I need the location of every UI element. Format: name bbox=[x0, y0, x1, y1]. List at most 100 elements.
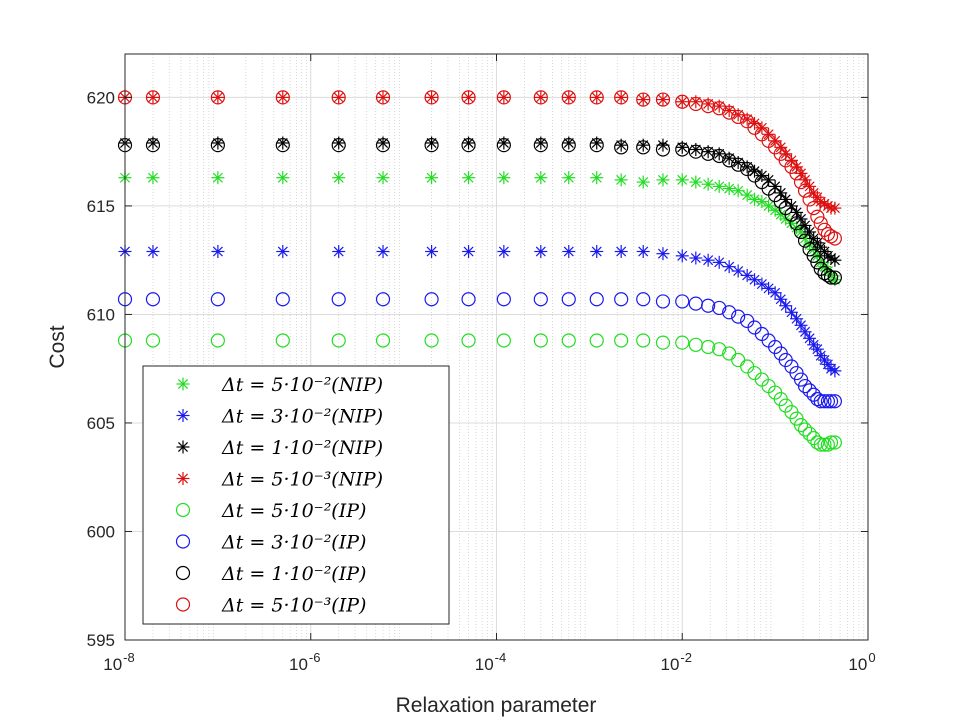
data-point-star bbox=[534, 171, 548, 185]
data-point-star bbox=[462, 171, 476, 185]
data-point-circle bbox=[636, 140, 651, 155]
data-point-star bbox=[590, 90, 604, 104]
data-point-circle bbox=[561, 90, 576, 105]
data-point-circle bbox=[614, 333, 629, 348]
data-point-star bbox=[675, 173, 689, 187]
data-point-circle bbox=[701, 298, 716, 313]
data-point-circle bbox=[655, 294, 671, 309]
data-point-star bbox=[146, 90, 160, 104]
data-point-circle bbox=[533, 90, 548, 105]
data-point-circle bbox=[636, 92, 651, 107]
data-point-star bbox=[828, 364, 842, 378]
series-6 bbox=[117, 138, 842, 285]
data-point-circle bbox=[712, 342, 727, 357]
legend-label: Δt = 3·10⁻²(IP) bbox=[221, 532, 366, 554]
data-point-circle bbox=[712, 101, 727, 116]
y-tick-label: 600 bbox=[87, 522, 115, 541]
data-point-circle bbox=[424, 138, 439, 153]
data-point-circle bbox=[614, 90, 629, 105]
data-point-circle bbox=[675, 294, 690, 309]
x-tick-exponent: -8 bbox=[123, 650, 135, 665]
data-point-star bbox=[636, 138, 650, 152]
data-point-star bbox=[332, 90, 346, 104]
data-point-circle bbox=[461, 292, 476, 307]
data-point-circle bbox=[817, 437, 832, 452]
data-point-circle bbox=[533, 292, 548, 307]
data-point-circle bbox=[210, 138, 225, 153]
data-point-circle bbox=[817, 394, 832, 409]
data-point-circle bbox=[675, 335, 690, 350]
data-point-circle bbox=[793, 174, 809, 190]
data-marks bbox=[117, 90, 842, 452]
data-point-star bbox=[614, 90, 628, 104]
data-point-circle bbox=[827, 231, 842, 246]
legend-marker-circle bbox=[175, 534, 191, 549]
data-point-circle bbox=[823, 229, 839, 244]
data-point-circle bbox=[375, 90, 391, 105]
legend-marker-star bbox=[176, 377, 190, 391]
legend-box bbox=[142, 365, 450, 625]
legend-entry: Δt = 5·10⁻²(NIP) bbox=[176, 374, 383, 396]
data-point-circle bbox=[712, 148, 727, 164]
data-point-circle bbox=[589, 292, 604, 307]
data-point-circle bbox=[461, 138, 476, 153]
data-point-star bbox=[701, 177, 715, 191]
data-point-star bbox=[636, 245, 650, 259]
data-point-circle bbox=[675, 94, 690, 109]
data-point-star bbox=[376, 171, 390, 185]
data-point-star bbox=[534, 245, 548, 259]
legend-label: Δt = 5·10⁻²(NIP) bbox=[221, 374, 383, 396]
data-point-circle bbox=[712, 300, 727, 316]
data-point-star bbox=[425, 90, 439, 104]
data-point-circle bbox=[424, 90, 439, 105]
data-point-star bbox=[534, 90, 548, 104]
data-point-star bbox=[722, 182, 736, 196]
data-point-circle bbox=[810, 209, 825, 224]
data-point-star bbox=[712, 179, 726, 193]
data-point-star bbox=[824, 362, 838, 376]
data-point-circle bbox=[731, 109, 746, 125]
data-point-circle bbox=[145, 333, 161, 348]
data-point-circle bbox=[424, 292, 439, 307]
y-tick-label: 615 bbox=[87, 197, 115, 216]
legend-label: Δt = 1·10⁻²(NIP) bbox=[221, 437, 383, 459]
data-point-star bbox=[614, 173, 628, 187]
data-point-circle bbox=[820, 437, 835, 452]
series-5 bbox=[117, 292, 842, 409]
data-point-circle bbox=[820, 227, 835, 242]
data-point-circle bbox=[561, 138, 576, 153]
data-point-star bbox=[332, 245, 346, 259]
data-point-star bbox=[562, 171, 576, 185]
data-point-star bbox=[824, 251, 838, 265]
data-point-star bbox=[276, 171, 290, 185]
data-point-circle bbox=[331, 90, 346, 105]
data-point-circle bbox=[793, 418, 809, 433]
data-point-circle bbox=[722, 153, 737, 168]
data-point-circle bbox=[797, 378, 813, 394]
data-point-star bbox=[755, 195, 769, 209]
legend-label: Δt = 3·10⁻²(NIP) bbox=[221, 406, 383, 428]
x-tick-exponent: -6 bbox=[309, 650, 321, 665]
y-tick-label: 605 bbox=[87, 414, 115, 433]
data-point-circle bbox=[461, 90, 476, 105]
data-point-star bbox=[748, 192, 762, 206]
legend-label: Δt = 1·10⁻²(IP) bbox=[221, 563, 366, 585]
data-point-circle bbox=[701, 98, 716, 114]
data-point-circle bbox=[533, 138, 548, 153]
data-point-star bbox=[794, 318, 808, 332]
data-point-circle bbox=[210, 333, 225, 348]
series-1 bbox=[118, 245, 842, 378]
data-point-circle bbox=[561, 333, 576, 348]
legend-marker-star bbox=[176, 409, 190, 422]
legend-marker-star bbox=[176, 440, 190, 454]
data-point-circle bbox=[614, 292, 629, 307]
data-point-circle bbox=[275, 90, 290, 105]
data-point-star bbox=[828, 201, 842, 215]
data-point-circle bbox=[655, 92, 671, 107]
legend-entry: Δt = 1·10⁻²(NIP) bbox=[176, 437, 383, 459]
data-point-circle bbox=[210, 90, 225, 105]
data-point-circle bbox=[589, 333, 604, 348]
legend-entry: Δt = 3·10⁻²(IP) bbox=[175, 532, 366, 554]
data-point-circle bbox=[820, 268, 835, 283]
data-point-star bbox=[211, 90, 225, 104]
